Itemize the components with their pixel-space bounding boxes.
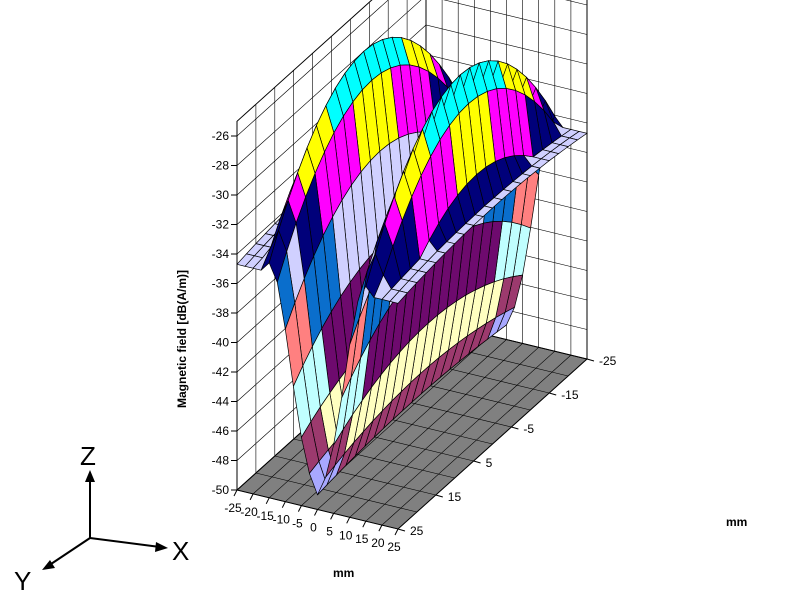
z-tick-label: -42 [212, 365, 230, 379]
x-tick-mark [265, 497, 270, 505]
y-tick-label: 5 [486, 456, 493, 470]
z-tick-label: -32 [212, 218, 230, 232]
x-tick-label: -10 [273, 513, 291, 527]
x-tick-mark [233, 489, 238, 497]
x-tick-mark [362, 520, 367, 528]
x-tick-mark [249, 493, 254, 501]
x-tick-label: 25 [387, 540, 401, 554]
floor-grid-line [397, 358, 588, 530]
y-tick-label: 25 [410, 524, 424, 538]
floor-grid-line [381, 354, 572, 526]
triad-x-arrow [155, 542, 168, 552]
surface-patch [317, 465, 336, 496]
y-tick-mark [435, 494, 443, 498]
x-tick-mark [330, 513, 335, 520]
y-tick-mark [397, 528, 406, 532]
triad-z-label: Z [80, 441, 96, 471]
y-tick-mark [586, 358, 595, 362]
triad-x-label: X [172, 536, 189, 566]
triad-y-line [47, 537, 91, 567]
surface-mesh [236, 36, 588, 496]
z-tick-label: -36 [212, 277, 230, 291]
x-tick-label: 5 [326, 524, 333, 538]
z-axis-label: Magnetic field [dB(A/m)] [175, 270, 189, 408]
y-tick-mark [549, 392, 557, 396]
x-tick-mark [314, 509, 318, 516]
axis-triad: Z X Y [14, 441, 189, 596]
y-tick-label: -15 [561, 388, 579, 402]
x-tick-mark [281, 501, 286, 508]
z-tick-label: -28 [212, 159, 230, 173]
x-tick-label: 0 [310, 521, 317, 535]
z-tick-label: -44 [212, 395, 230, 409]
x-tick-label: -15 [257, 509, 275, 523]
x-tick-label: 20 [371, 536, 385, 550]
z-tick-label: -48 [212, 454, 230, 468]
y-axis-label: mm [726, 515, 747, 529]
z-tick-label: -30 [212, 188, 230, 202]
z-tick-label: -26 [212, 129, 230, 143]
y-tick-label: -25 [599, 354, 617, 368]
floor-grid-line [349, 347, 539, 518]
x-tick-mark [297, 505, 302, 512]
x-tick-label: 15 [355, 532, 369, 546]
x-tick-mark [346, 517, 351, 524]
x-tick-label: 10 [339, 528, 353, 542]
triad-y-label: Y [14, 566, 31, 596]
x-tick-mark [394, 528, 399, 536]
x-tick-label: -5 [292, 517, 303, 531]
z-tick-label: -38 [212, 306, 230, 320]
z-tick-label: -34 [212, 247, 230, 261]
y-tick-label: 15 [448, 490, 462, 504]
triad-y-arrow [42, 560, 55, 570]
axis-ticks: -26-28-30-32-34-36-38-40-42-44-46-48-50-… [212, 121, 617, 554]
floor-grid-line [333, 343, 523, 514]
y-tick-label: -5 [523, 422, 534, 436]
z-tick-label: -50 [212, 483, 230, 497]
triad-z-arrow [85, 470, 95, 482]
z-tick-label: -40 [212, 336, 230, 350]
floor-grid-line [365, 350, 556, 522]
x-tick-label: -20 [240, 505, 258, 519]
x-tick-label: -25 [224, 501, 242, 515]
wall-grid-line [236, 0, 588, 166]
x-axis-label: mm [333, 566, 354, 580]
y-tick-mark [473, 460, 481, 464]
z-tick-label: -46 [212, 424, 230, 438]
y-tick-mark [511, 426, 519, 430]
wall-grid-line [236, 0, 588, 137]
x-tick-mark [378, 524, 383, 532]
triad-x-line [89, 537, 161, 548]
